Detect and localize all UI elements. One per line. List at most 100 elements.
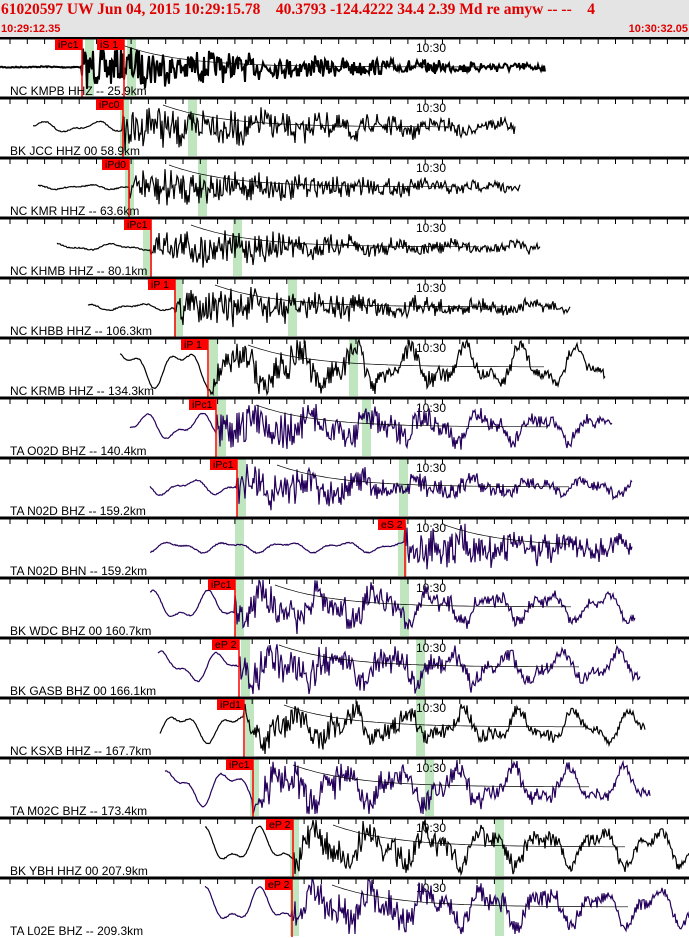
pick-flag[interactable] [189,399,216,410]
coda-curve [162,104,451,128]
minute-label: 10:30 [416,821,446,835]
coda-curve [283,704,585,728]
pick-label: iPc1 [213,459,234,471]
pick-window [495,819,504,876]
minute-label: 10:30 [416,341,446,355]
pick-window [400,579,409,636]
coda-curve [276,464,569,488]
coda-curve [255,404,548,428]
station-panel[interactable]: 10:30 iPc1 iS 1 NC KMPB HHZ -- 25.9km [0,37,689,98]
station-label: BK JCC HHZ 00 58.9km [10,144,140,158]
pick-flag[interactable] [266,819,293,830]
minute-label: 10:30 [416,101,446,115]
pick-flag[interactable] [124,219,151,230]
pick-label: iPc1 [192,399,213,411]
station-label: NC KMPB HHZ -- 25.9km [10,84,147,98]
coda-curve [190,224,479,248]
pick-flag[interactable] [378,519,405,530]
waveform-trace [0,45,546,89]
station-panel[interactable]: 10:30 eP 2 BK GASB BHZ 00 166.1km [0,636,689,698]
minute-label: 10:30 [416,281,446,295]
start-time: 10:29:12.35 [1,23,61,35]
pick-flag[interactable] [96,99,123,110]
coda-curve [247,344,544,368]
event-title: 61020597 UW Jun 04, 2015 10:29:15.78 40.… [1,1,595,18]
pick-flag[interactable] [181,339,208,350]
pick-label: eP 2 [269,819,291,831]
pick-label: eP 2 [215,639,237,651]
pick-window [425,759,434,816]
pick-label: iPc0 [99,99,120,111]
minute-label: 10:30 [416,461,446,475]
minute-label: 10:30 [416,521,446,535]
station-label: TA N02D BHZ -- 159.2km [10,504,146,518]
pick-window [362,399,371,456]
seismogram-panels[interactable]: 10:30 iPc1 iS 1 NC KMPB HHZ -- 25.9km 10:30 i… [0,37,689,938]
pick-label: eP 2 [268,879,290,891]
pick-label: iPd0 [105,159,126,171]
pick-window [288,279,297,336]
station-panel[interactable]: 10:30 iPc0 BK JCC HHZ 00 58.9km [0,96,689,158]
coda-curve [274,584,571,608]
station-label: TA L02E BHZ -- 209.3km [10,924,143,938]
waveform-trace [149,463,633,511]
coda-curve [278,644,580,668]
end-time: 10:30:32.05 [628,23,688,35]
pick-window [143,219,152,276]
station-panel[interactable]: 10:30 iPd0 NC KMR HHZ -- 63.6km [0,156,689,218]
pick-flag[interactable] [226,759,253,770]
waveform-trace [129,403,613,450]
station-panel[interactable]: 10:30 iP 1 NC KRMB HHZ -- 134.3km [0,336,689,398]
coda-curve [444,524,570,545]
station-panel[interactable]: 10:30 iP 1 NC KHBB HHZ -- 106.3km [0,276,689,338]
coda-curve [292,764,589,788]
pick-flag[interactable] [217,699,244,710]
pick-flag[interactable] [97,39,124,50]
waveform-trace [204,879,689,935]
waveform-trace [149,579,636,635]
station-label: BK GASB BHZ 00 166.1km [10,684,156,698]
minute-label: 10:30 [416,761,446,775]
pick-flag[interactable] [210,459,237,470]
pick-flag[interactable] [212,639,239,650]
waveform-trace [159,701,646,755]
station-panel[interactable]: 10:30 eS 2 TA N02D BHN -- 159.2km [0,516,689,578]
station-panel[interactable]: 10:30 iPc1 TA N02D BHZ -- 159.2km [0,456,689,518]
station-panel[interactable]: 10:30 iPc1 NC KHMB HHZ -- 80.1km [0,216,689,278]
coda-curve [214,284,507,308]
pick-window [290,819,299,876]
pick-flag[interactable] [55,39,82,50]
station-panel[interactable]: 10:30 iPc1 TA O02D BHZ -- 140.4km [0,396,689,458]
pick-label: iPc1 [211,579,232,591]
pick-window [416,699,425,756]
minute-label: 10:30 [416,701,446,715]
station-panel[interactable]: 10:30 eP 2 BK YBH HHZ 00 207.9km [0,816,689,878]
pick-window [250,759,259,816]
pick-label: iP 1 [184,339,202,351]
pick-label: iPc1 [127,219,148,231]
pick-label: iS 1 [100,39,118,51]
pick-flag[interactable] [102,159,129,170]
pick-label: iPc1 [58,39,79,51]
station-label: TA N02D BHN -- 159.2km [10,564,147,578]
pick-label: iPd1 [220,699,241,711]
pick-window [398,519,407,576]
station-label: NC KHBB HHZ -- 106.3km [10,324,152,338]
station-label: BK WDC BHZ 00 160.7km [10,624,151,638]
coda-curve [332,824,625,848]
station-panel[interactable]: 10:30 iPd1 NC KSXB HHZ -- 167.7km [0,696,689,758]
pick-window [235,519,244,576]
station-panel[interactable]: 10:30 iPc1 TA M02C BHZ -- 173.4km [0,756,689,818]
pick-label: eS 2 [381,519,403,531]
waveform-trace [204,819,689,877]
waveform-trace [164,759,651,815]
pick-flag[interactable] [208,579,235,590]
station-label: BK YBH HHZ 00 207.9km [10,864,148,878]
pick-flag[interactable] [265,879,292,890]
pick-flag[interactable] [148,279,175,290]
pick-window [198,159,207,216]
station-panel[interactable]: 10:30 iPc1 BK WDC BHZ 00 160.7km [0,576,689,638]
pick-window [399,459,408,516]
waveform-trace [56,230,541,268]
